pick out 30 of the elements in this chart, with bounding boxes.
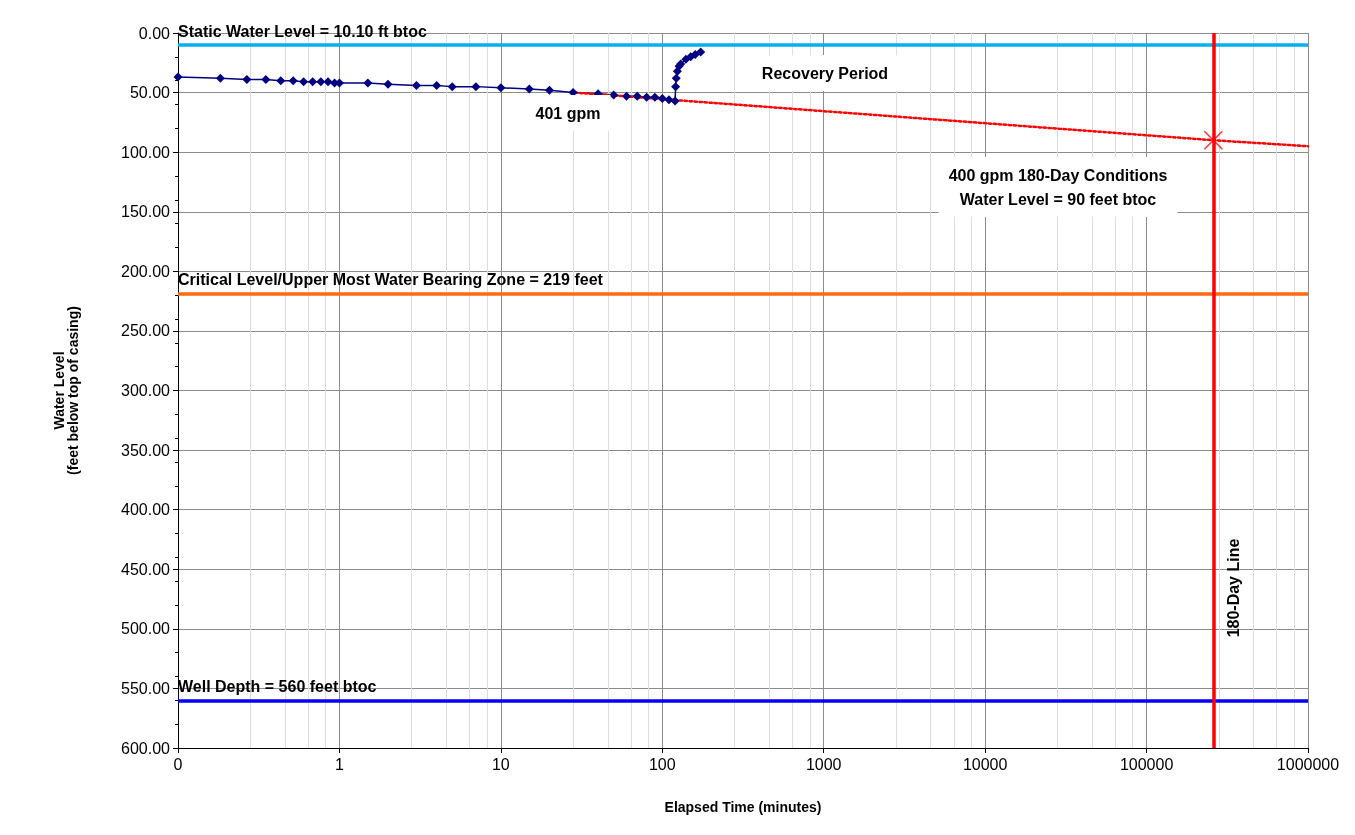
- y-tick-label: 150.00: [121, 203, 171, 221]
- y-tick-label: 450.00: [121, 560, 171, 578]
- y-tick-label: 100.00: [121, 143, 171, 161]
- x-tick-label: 1: [334, 755, 344, 773]
- x-tick-label: 1000: [805, 755, 842, 773]
- ref-line-label: Well Depth = 560 feet btoc: [178, 677, 377, 695]
- y-tick-label: 200.00: [121, 262, 171, 280]
- y-tick-label: 600.00: [121, 739, 171, 757]
- ref-line-label: Static Water Level = 10.10 ft btoc: [178, 22, 427, 40]
- x-tick-label: 100: [648, 755, 676, 773]
- ref-line-label: Critical Level/Upper Most Water Bearing Zone = 219 feet: [178, 271, 604, 289]
- y-axis-title: Water Level (feet below top of casing): [51, 306, 81, 475]
- y-tick-label: 400.00: [121, 501, 171, 519]
- ref-line-label: 180-Day Line: [1224, 538, 1242, 638]
- x-tick-label: 10000: [962, 755, 1008, 773]
- x-tick-label: 10: [491, 755, 510, 773]
- x-axis-title: Elapsed Time (minutes): [664, 799, 822, 815]
- y-tick-label: 550.00: [121, 679, 171, 697]
- x-tick-label: 100000: [1119, 755, 1174, 773]
- x-tick-label: 0: [173, 755, 183, 773]
- y-tick-label: 500.00: [121, 620, 171, 638]
- y-tick-label: 50.00: [129, 84, 171, 102]
- annotation: 400 gpm 180-Day Conditions Water Level = 90 feet btoc: [948, 166, 1168, 208]
- annotation: 401 gpm: [535, 104, 601, 122]
- y-tick-label: 300.00: [121, 382, 171, 399]
- annotation: Recovery Period: [761, 64, 889, 82]
- y-tick-label: 350.00: [121, 441, 171, 459]
- x-tick-label: 1000000: [1276, 755, 1340, 773]
- y-tick-label: 0.00: [138, 24, 171, 42]
- y-tick-label: 250.00: [121, 322, 171, 340]
